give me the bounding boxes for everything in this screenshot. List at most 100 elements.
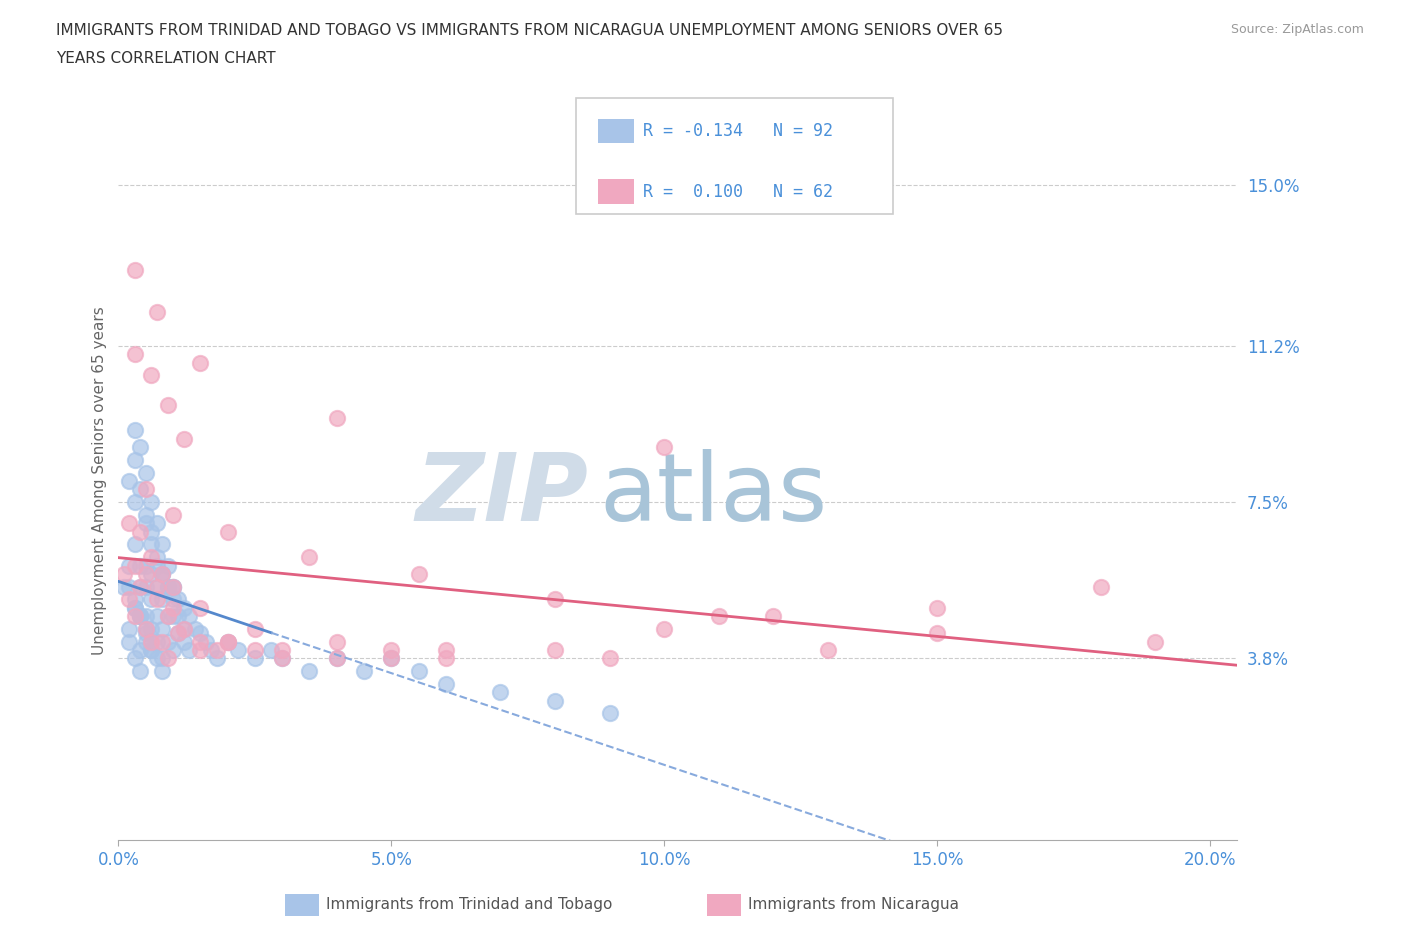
- Point: [150, 537, 173, 551]
- Point: [188, 355, 211, 370]
- Point: [141, 537, 163, 551]
- Point: [112, 579, 135, 594]
- Text: ZIP: ZIP: [415, 449, 588, 541]
- Point: [243, 621, 266, 636]
- Point: [135, 626, 157, 641]
- Point: [135, 621, 157, 636]
- Point: [141, 643, 163, 658]
- Point: [353, 664, 375, 679]
- Point: [179, 609, 201, 624]
- Y-axis label: Unemployment Among Seniors over 65 years: Unemployment Among Seniors over 65 years: [93, 307, 107, 656]
- Point: [150, 664, 173, 679]
- Text: atlas: atlas: [599, 449, 828, 541]
- Point: [145, 579, 167, 594]
- Point: [129, 525, 152, 539]
- Point: [150, 591, 173, 606]
- Point: [156, 651, 179, 666]
- Text: R = -0.134   N = 92: R = -0.134 N = 92: [643, 122, 832, 140]
- Point: [124, 591, 146, 606]
- Point: [112, 566, 135, 581]
- Point: [145, 550, 167, 565]
- Point: [817, 643, 839, 658]
- Point: [652, 621, 675, 636]
- Point: [925, 600, 948, 615]
- Point: [162, 579, 184, 594]
- Point: [118, 579, 141, 594]
- Point: [173, 634, 195, 649]
- Text: Immigrants from Trinidad and Tobago: Immigrants from Trinidad and Tobago: [326, 897, 613, 912]
- Point: [129, 482, 152, 497]
- Point: [129, 664, 152, 679]
- Point: [298, 664, 321, 679]
- Point: [162, 579, 184, 594]
- Point: [380, 651, 402, 666]
- Point: [205, 651, 228, 666]
- Point: [380, 643, 402, 658]
- Point: [162, 579, 184, 594]
- Point: [599, 706, 621, 721]
- Point: [118, 516, 141, 531]
- Point: [217, 634, 239, 649]
- Point: [173, 621, 195, 636]
- Point: [167, 609, 190, 624]
- Point: [124, 262, 146, 277]
- Point: [118, 591, 141, 606]
- Point: [925, 626, 948, 641]
- Point: [167, 626, 190, 641]
- Point: [141, 634, 163, 649]
- Point: [188, 626, 211, 641]
- Point: [150, 651, 173, 666]
- Point: [544, 591, 567, 606]
- Point: [325, 651, 347, 666]
- Point: [162, 609, 184, 624]
- Point: [124, 347, 146, 362]
- Point: [129, 609, 152, 624]
- Point: [156, 397, 179, 412]
- Point: [124, 537, 146, 551]
- Point: [145, 558, 167, 573]
- Point: [135, 516, 157, 531]
- Point: [162, 600, 184, 615]
- Point: [194, 634, 217, 649]
- Point: [217, 525, 239, 539]
- Point: [124, 495, 146, 510]
- Point: [135, 482, 157, 497]
- Point: [141, 634, 163, 649]
- Point: [156, 579, 179, 594]
- Point: [652, 440, 675, 455]
- Point: [145, 591, 167, 606]
- Point: [129, 579, 152, 594]
- Point: [325, 634, 347, 649]
- Text: YEARS CORRELATION CHART: YEARS CORRELATION CHART: [56, 51, 276, 66]
- Point: [150, 634, 173, 649]
- Point: [243, 651, 266, 666]
- Point: [150, 621, 173, 636]
- Point: [145, 609, 167, 624]
- Point: [188, 600, 211, 615]
- Point: [141, 621, 163, 636]
- Point: [150, 566, 173, 581]
- Point: [145, 305, 167, 320]
- Point: [228, 643, 250, 658]
- Point: [167, 626, 190, 641]
- Point: [135, 558, 157, 573]
- Point: [162, 508, 184, 523]
- Point: [243, 643, 266, 658]
- Point: [141, 368, 163, 383]
- Point: [156, 634, 179, 649]
- Point: [184, 621, 207, 636]
- Point: [188, 634, 211, 649]
- Point: [129, 609, 152, 624]
- Point: [173, 621, 195, 636]
- Point: [271, 643, 294, 658]
- Point: [260, 643, 283, 658]
- Text: Source: ZipAtlas.com: Source: ZipAtlas.com: [1230, 23, 1364, 36]
- Point: [141, 591, 163, 606]
- Point: [124, 423, 146, 438]
- Point: [173, 432, 195, 446]
- Point: [298, 550, 321, 565]
- Point: [118, 634, 141, 649]
- Point: [145, 651, 167, 666]
- Point: [599, 651, 621, 666]
- Point: [434, 651, 457, 666]
